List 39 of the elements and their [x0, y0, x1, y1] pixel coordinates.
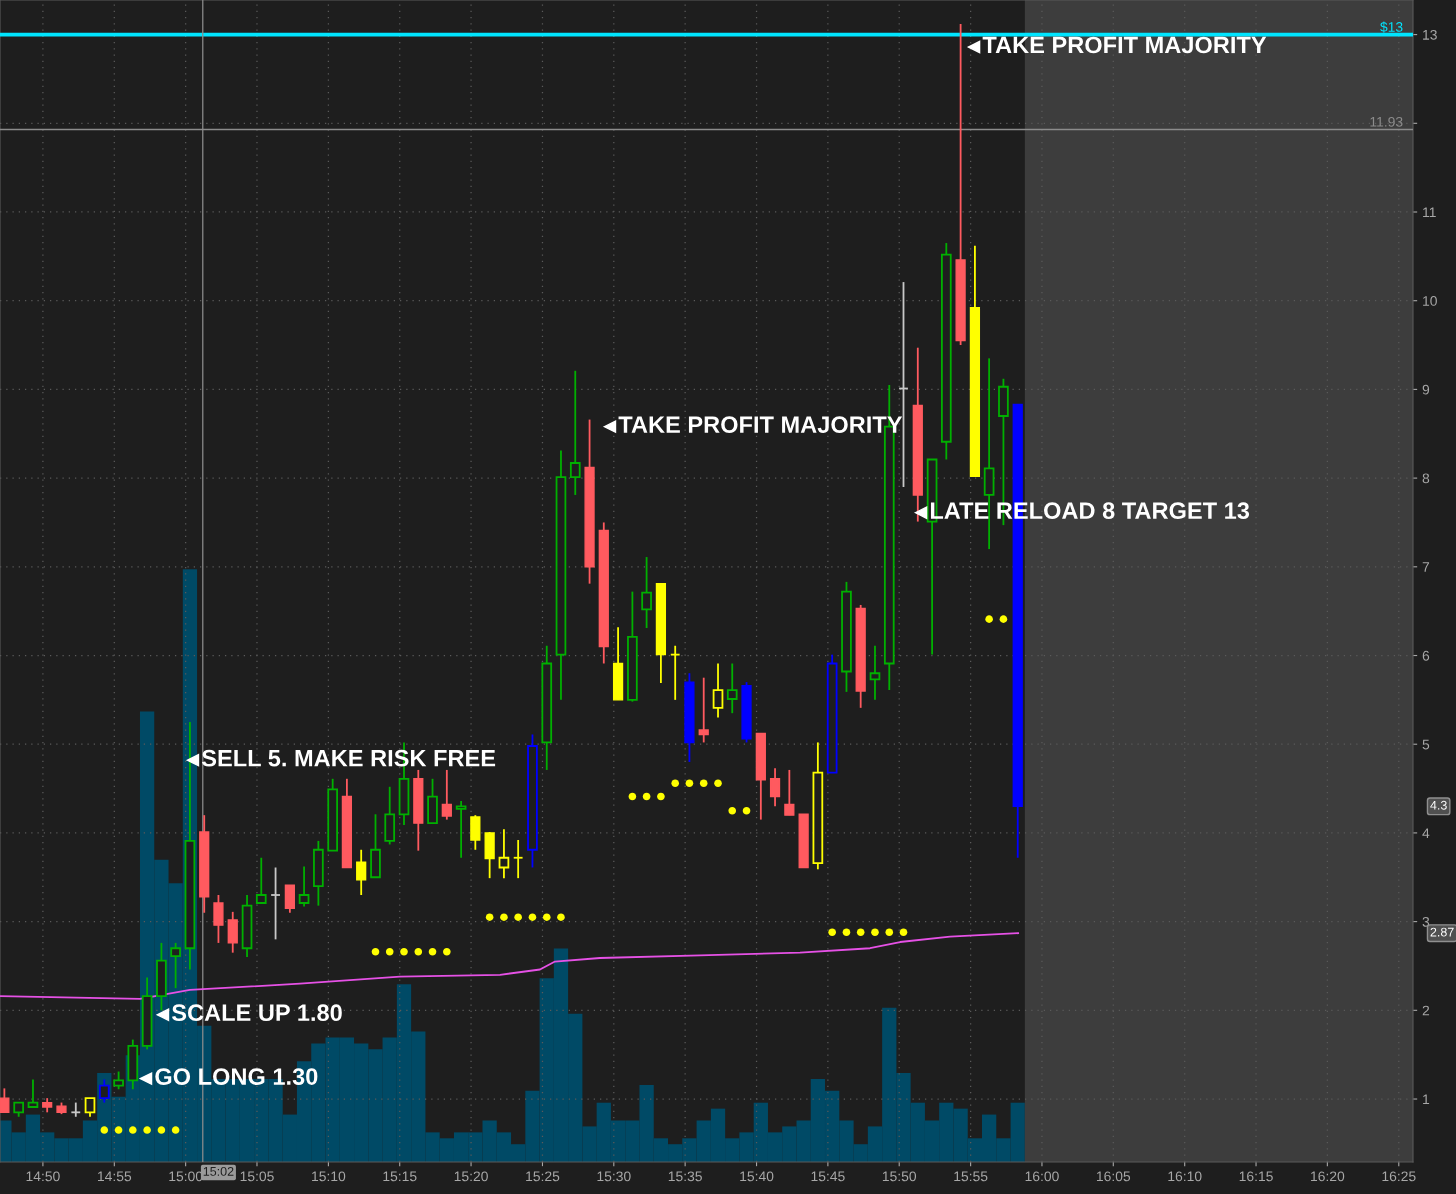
- x-tick-label: 15:35: [668, 1171, 702, 1182]
- x-tick-label: 15:45: [811, 1171, 845, 1182]
- annotation: GO LONG 1.30: [155, 1068, 318, 1085]
- y-tick-label: 7: [1422, 562, 1430, 572]
- y-tick-label: 5: [1422, 739, 1430, 750]
- text: 2.87: [1430, 927, 1454, 937]
- x-tick-label: 16:25: [1382, 1171, 1416, 1182]
- x-tick-label: 15:05: [240, 1171, 274, 1182]
- annotation: SCALE UP 1.80: [171, 1004, 342, 1022]
- annotation: TAKE PROFIT MAJORITY: [982, 36, 1267, 54]
- x-tick-label: 15:50: [882, 1171, 917, 1182]
- y-tick-label: 8: [1422, 473, 1430, 484]
- x-tick-label: 16:05: [1096, 1171, 1131, 1182]
- x-tick-label: 15:30: [597, 1171, 631, 1182]
- x-tick-label: 14:50: [26, 1171, 60, 1182]
- y-tick-label: 10: [1423, 296, 1437, 306]
- x-tick-label: 16:00: [1025, 1171, 1059, 1182]
- text: 4.3: [1430, 800, 1447, 810]
- y-tick-label: 6: [1422, 650, 1430, 661]
- y-tick-label: 13: [1423, 29, 1437, 40]
- x-tick-label: 16:15: [1239, 1171, 1273, 1182]
- y-tick-label: 11: [1423, 207, 1436, 218]
- y-tick-label: 1: [1423, 1094, 1430, 1105]
- x-tick-label: 15:55: [954, 1171, 988, 1182]
- x-tick-label: 15:10: [312, 1171, 346, 1182]
- y-tick-label: 9: [1422, 384, 1430, 395]
- ref-line-label: 11.93: [1370, 116, 1403, 127]
- x-tick-label: 15:40: [740, 1171, 774, 1182]
- y-tick-label: 2: [1422, 1005, 1430, 1016]
- x-tick-label: 16:20: [1311, 1171, 1345, 1182]
- x-tick-label: 15:15: [383, 1171, 417, 1182]
- x-tick-label: 15:20: [454, 1171, 488, 1182]
- x-tick-label: 15:25: [526, 1171, 560, 1182]
- x-tick-label: 16:10: [1168, 1171, 1202, 1182]
- ref-line-label: $13: [1380, 21, 1403, 33]
- x-tick-label: 14:55: [98, 1171, 132, 1182]
- y-tick-label: 4: [1422, 828, 1430, 838]
- ref-line-label: 15:02: [203, 1166, 234, 1176]
- y-tick-label: 3: [1422, 916, 1430, 927]
